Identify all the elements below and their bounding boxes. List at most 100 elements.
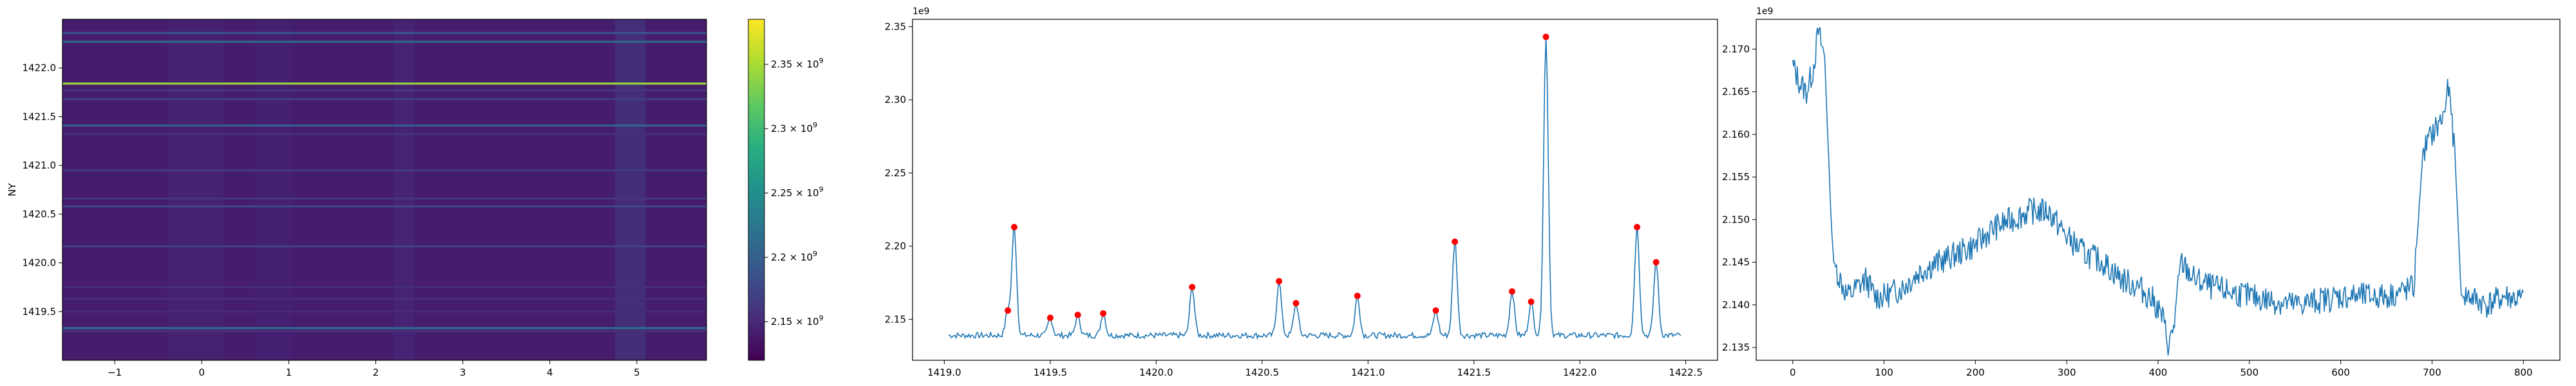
heatmap-x-tick-label: 2 [373,367,379,378]
heatmap-x-tick-label: 1 [286,367,292,378]
peak-markers [1005,33,1660,322]
heatmap-column-band [167,19,223,360]
profile-x-tick-label: 800 [2514,367,2533,378]
profile-x-axis: 0 100 200 300 400 500 600 700 800 [1790,360,2533,378]
heatmap-row [62,41,706,43]
heatmap-x-tick-label: 0 [198,367,205,378]
heatmap-x-tick-label: 3 [460,367,466,378]
peak-marker [1293,300,1300,307]
profile-line-panel: 0 100 200 300 400 500 600 700 800 2.135 2.140 2.14… [1722,6,2561,378]
colorbar-tick-label: 2.2 × 109 [771,250,817,263]
colorbar-tick-exponent: 9 [819,185,824,194]
peak-marker [1653,259,1660,266]
peak-marker [1432,307,1439,314]
profile-y-tick-label: 2.170 [1722,43,1750,55]
peak-marker [1276,278,1283,285]
peaks-y-tick-label: 2.20 [885,241,906,252]
colorbar-tick-label: 2.25 × 109 [771,185,824,199]
peak-marker [1189,284,1196,291]
heatmap-row [62,82,706,85]
peak-marker [1005,307,1012,314]
peaks-offset-text: 1e9 [913,6,929,17]
peaks-x-axis: 1419.0 1419.5 1420.0 1420.5 1421.0 1421.5 1422… [927,360,1703,378]
peak-marker [1634,224,1640,231]
heatmap-image [62,19,706,360]
colorbar-tick-label: 2.35 × 109 [771,57,824,70]
colorbar-tick-times: × 10 [786,123,813,134]
peaks-y-tick-label: 2.30 [885,94,906,106]
colorbar-tick-exponent: 9 [819,57,824,65]
colorbar-tick-exponent: 9 [819,314,824,322]
profile-y-tick-label: 2.155 [1722,171,1750,183]
heatmap-row [62,198,706,200]
peak-marker [1508,288,1515,295]
profile-y-tick-label: 2.160 [1722,129,1750,140]
colorbar-gradient [748,19,765,361]
heatmap-y-tick-label: 1422.0 [23,62,57,74]
heatmap-row [62,329,706,333]
heatmap-background [62,19,706,360]
profile-x-tick-label: 400 [2149,367,2168,378]
heatmap-row [62,298,706,300]
peak-marker [1046,315,1054,322]
colorbar-tick-exponent: 9 [813,250,817,258]
peaks-x-tick-label: 1422.0 [1563,367,1597,378]
profile-y-tick-label: 2.165 [1722,86,1750,98]
profile-x-tick-label: 200 [1966,367,1985,378]
profile-y-tick-label: 2.145 [1722,257,1750,268]
heatmap-row [62,205,706,208]
profile-y-tick-label: 2.140 [1722,299,1750,311]
colorbar-tick-mantissa: 2.3 [771,123,786,134]
colorbar-tick-mantissa: 2.15 [771,316,792,327]
peaks-x-tick-label: 1421.0 [1351,367,1385,378]
peaks-y-axis: 2.15 2.20 2.25 2.30 2.35 [885,21,913,325]
heatmap-row [62,133,706,136]
peak-marker [1354,292,1361,299]
colorbar-tick-times: × 10 [792,187,819,199]
profile-frame [1756,19,2561,361]
heatmap-column-band [393,19,415,360]
peak-marker [1528,299,1535,306]
colorbar-tick-label: 2.3 × 109 [771,121,817,134]
heatmap-row [62,310,706,313]
series-line-spectrum [948,36,1681,340]
heatmap-y-label: NY [6,183,18,196]
peak-marker [1100,310,1107,317]
profile-y-axis: 2.135 2.140 2.145 2.150 2.155 2.160 2.165 2.170 [1722,43,1756,353]
peak-marker [1010,224,1018,231]
profile-offset-text: 1e9 [1756,6,1773,17]
colorbar-tick-label: 2.15 × 109 [771,314,824,327]
peak-marker [1542,33,1549,41]
heatmap-column-band [254,19,294,360]
peaks-line-panel: 1419.0 1419.5 1420.0 1420.5 1421.0 1421.5 1422… [885,6,1718,378]
profile-y-tick-label: 2.135 [1722,342,1750,353]
peaks-y-tick-label: 2.15 [885,313,906,325]
heatmap-y-tick-label: 1421.5 [23,111,57,122]
peak-marker [1074,311,1081,318]
profile-x-tick-label: 600 [2331,367,2350,378]
heatmap-row [62,32,706,34]
heatmap-row [62,169,706,172]
heatmap-row [62,89,706,92]
peaks-x-tick-label: 1421.5 [1457,367,1491,378]
peaks-x-tick-label: 1422.5 [1669,367,1703,378]
peaks-y-tick-label: 2.25 [885,167,906,179]
heatmap-y-tick-label: 1419.5 [23,306,57,317]
heatmap-y-tick-label: 1421.0 [23,160,57,171]
heatmap-row [62,245,706,248]
heatmap-row [62,124,706,127]
peaks-frame [912,19,1718,361]
heatmap-x-tick-label: −1 [108,367,122,378]
colorbar-tick-mantissa: 2.25 [771,187,792,199]
peaks-x-tick-label: 1420.0 [1139,367,1173,378]
colorbar-tick-exponent: 9 [813,121,817,129]
peaks-y-tick-label: 2.35 [885,21,906,32]
heatmap-column-band [615,19,646,360]
heatmap-y-axis: 1419.5 1420.0 1420.5 1421.0 1421.5 1422.0 [23,62,62,317]
profile-x-tick-label: 500 [2240,367,2259,378]
heatmap-x-tick-label: 5 [634,367,640,378]
peaks-x-tick-label: 1419.5 [1034,367,1068,378]
